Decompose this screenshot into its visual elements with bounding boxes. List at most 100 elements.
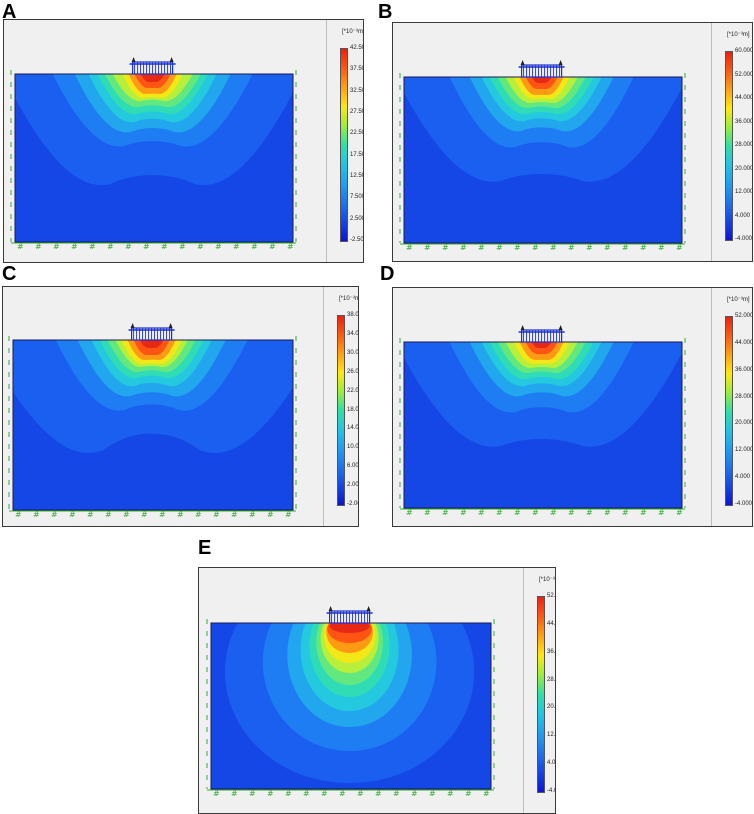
svg-text:#: #	[35, 242, 42, 251]
svg-text:#: #	[568, 243, 575, 252]
svg-text:#: #	[357, 789, 364, 798]
svg-text:#: #	[269, 242, 276, 251]
svg-text:#: #	[267, 510, 274, 519]
svg-text:#: #	[89, 242, 96, 251]
legend-tick-label: 6.000	[347, 463, 359, 470]
legend-tick-label: 28.000	[547, 676, 556, 683]
legend-tick-label: 52.000	[547, 593, 556, 599]
contour-plot: # # # # # # # # # # # # # # # #	[206, 606, 495, 798]
foundation-structure	[129, 57, 176, 75]
svg-text:#: #	[53, 242, 60, 251]
legend-tick-label: -2.500	[350, 237, 364, 243]
svg-text:#: #	[532, 508, 539, 517]
svg-text:#: #	[33, 510, 40, 519]
svg-text:#: #	[213, 510, 220, 519]
svg-text:#: #	[15, 510, 22, 519]
legend-tick-label: 27.500	[350, 109, 363, 115]
legend-tick-label: 37.500	[350, 66, 363, 73]
foundation-structure	[326, 606, 373, 624]
bottom-boundary-markers: # # # # # # # # # # # # # # # #	[207, 789, 494, 798]
svg-text:#: #	[604, 243, 611, 252]
legend-tick-label: 20.000	[735, 420, 753, 427]
legend-tick-label: 18.000	[347, 406, 359, 413]
svg-text:#: #	[442, 243, 449, 252]
svg-text:#: #	[532, 243, 539, 252]
legend-tick-label: 2.000	[347, 482, 359, 489]
svg-text:#: #	[460, 243, 467, 252]
legend-tick-label: 2.500	[350, 215, 364, 222]
foundation-structure	[518, 60, 565, 78]
foundation-structure	[518, 325, 565, 343]
legend-tick-label: 7.500	[350, 194, 364, 201]
svg-text:#: #	[251, 242, 258, 251]
legend-tick-label: 10.000	[347, 444, 359, 451]
legend-color-bar	[337, 315, 345, 506]
legend-tick-label: 36.000	[547, 648, 556, 655]
panel-e: # # # # # # # # # # # # # # # # [*10⁻³m] 52.000 44.000 36.0…	[198, 567, 556, 814]
contour-band	[531, 342, 552, 348]
panel-label-e: E	[198, 537, 212, 559]
svg-text:#: #	[622, 508, 629, 517]
legend-unit-label: [*10⁻³m]	[339, 296, 358, 302]
legend-tick-label: 52.000	[735, 71, 753, 78]
legend-tick-label: 60.000	[735, 48, 753, 54]
legend-tick-label: 12.000	[735, 189, 753, 195]
legend-tick-label: 34.000	[347, 330, 359, 337]
legend-tick-label: 42.500	[350, 45, 363, 51]
legend-divider	[326, 20, 327, 262]
legend-tick-label: 12.000	[547, 732, 556, 739]
legend-unit-label: [*10⁻³m]	[539, 577, 555, 583]
legend-color-bar	[537, 596, 545, 793]
legend-tick-label: 36.000	[735, 366, 753, 373]
svg-text:#: #	[586, 243, 593, 252]
contour-band	[140, 74, 165, 82]
svg-text:#: #	[496, 508, 503, 517]
legend-tick-label: 12.000	[735, 447, 753, 454]
legend-tick-label: 30.000	[347, 349, 359, 356]
svg-text:#: #	[447, 789, 454, 798]
legend-tick-label: 4.000	[735, 212, 751, 219]
svg-text:#: #	[483, 789, 490, 798]
svg-text:#: #	[514, 243, 521, 252]
svg-text:#: #	[640, 508, 647, 517]
panel-c: # # # # # # # # # # # # # # # # [*10⁻³m] 38.000 34.000 30.0…	[2, 286, 359, 527]
svg-text:#: #	[105, 510, 112, 519]
svg-text:#: #	[69, 510, 76, 519]
contour-plot: # # # # # # # # # # # # # # # #	[10, 57, 297, 251]
legend-divider	[711, 23, 712, 261]
legend-tick-label: 4.000	[735, 474, 751, 481]
legend-tick-label: 20.000	[735, 165, 753, 172]
svg-text:#: #	[640, 243, 647, 252]
svg-text:#: #	[478, 508, 485, 517]
svg-text:#: #	[141, 510, 148, 519]
svg-text:#: #	[177, 510, 184, 519]
svg-text:#: #	[478, 243, 485, 252]
svg-text:#: #	[249, 789, 256, 798]
legend-tick-label: 28.000	[735, 393, 753, 400]
svg-text:#: #	[303, 789, 310, 798]
legend-tick-label: 4.000	[547, 760, 556, 767]
svg-text:#: #	[143, 242, 150, 251]
legend-tick-label: 12.500	[350, 173, 363, 179]
panel-label-b: B	[378, 1, 393, 23]
svg-text:#: #	[406, 508, 413, 517]
panel-label-a: A	[2, 1, 17, 23]
panel-a: # # # # # # # # # # # # # # # # [*10⁻³m] 42.500 37.500 32.5…	[3, 19, 364, 263]
svg-text:#: #	[622, 243, 629, 252]
legend-color-bar	[725, 51, 733, 241]
contour-band	[329, 623, 370, 633]
contour-plot: # # # # # # # # # # # # # # # #	[399, 60, 686, 252]
svg-text:#: #	[125, 242, 132, 251]
legend-unit-label: [*10⁻³m]	[342, 29, 364, 35]
legend-tick-label: 38.000	[347, 312, 359, 318]
legend-tick-label: 26.000	[347, 368, 359, 375]
svg-text:#: #	[107, 242, 114, 251]
svg-text:#: #	[249, 510, 256, 519]
svg-text:#: #	[159, 510, 166, 519]
legend-tick-label: 28.000	[735, 142, 753, 148]
svg-text:#: #	[460, 508, 467, 517]
panel-label-c: C	[2, 263, 17, 285]
svg-text:#: #	[496, 243, 503, 252]
svg-text:#: #	[17, 242, 24, 251]
svg-text:#: #	[429, 789, 436, 798]
